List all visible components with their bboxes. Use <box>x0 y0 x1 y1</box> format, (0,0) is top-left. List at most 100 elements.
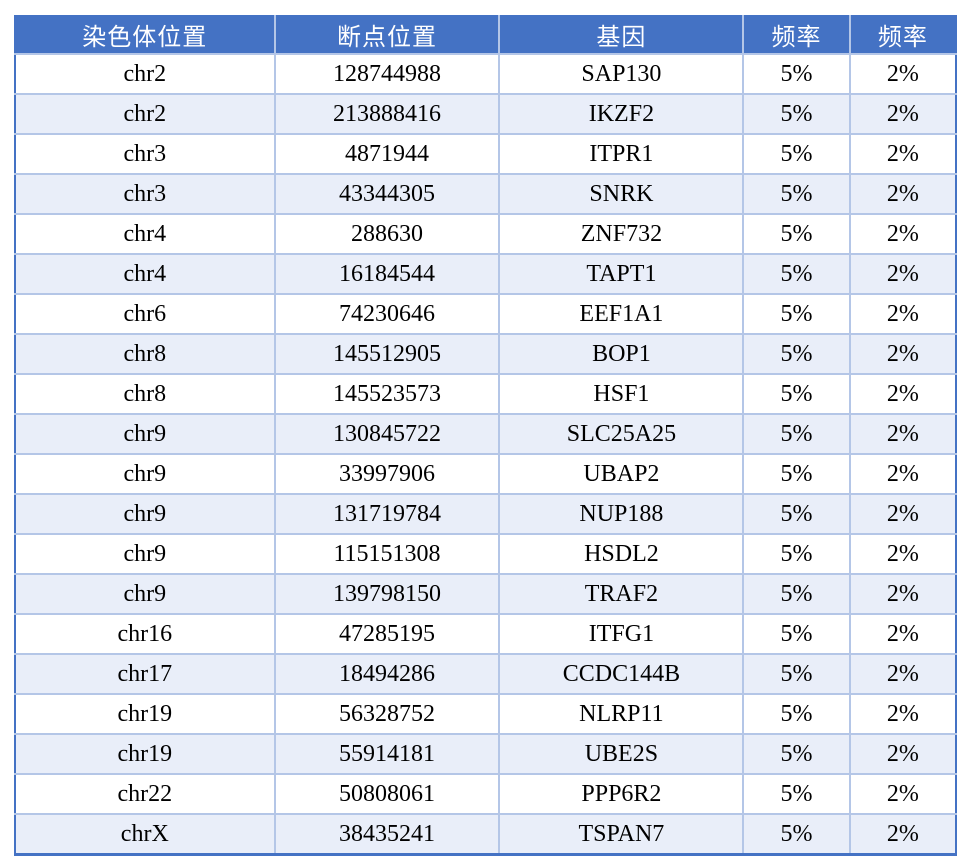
cell-frequency-2: 2% <box>848 213 956 255</box>
cell-breakpoint: 213888416 <box>273 93 501 135</box>
cell-chromosome: chr8 <box>15 333 276 375</box>
cell-frequency-2: 2% <box>848 253 956 295</box>
cell-chromosome: chr4 <box>15 213 276 255</box>
cell-breakpoint: 47285195 <box>273 613 501 655</box>
table-row: chr8 145523573 HSF1 5% 2% <box>15 373 956 415</box>
cell-frequency-2: 2% <box>848 493 956 535</box>
cell-chromosome: chr9 <box>15 453 276 495</box>
cell-frequency-2: 2% <box>848 173 956 215</box>
cell-chromosome: chr9 <box>15 493 276 535</box>
table-row: chr19 55914181 UBE2S 5% 2% <box>15 733 956 775</box>
table-row: chr9 130845722 SLC25A25 5% 2% <box>15 413 956 455</box>
table-row: chr9 139798150 TRAF2 5% 2% <box>15 573 956 615</box>
cell-gene: EEF1A1 <box>498 293 745 335</box>
cell-chromosome: chr2 <box>15 53 276 95</box>
cell-breakpoint: 18494286 <box>273 653 501 695</box>
cell-frequency-1: 5% <box>742 173 851 215</box>
table-row: chr8 145512905 BOP1 5% 2% <box>15 333 956 375</box>
table-row: chr2 128744988 SAP130 5% 2% <box>15 53 956 95</box>
cell-frequency-1: 5% <box>742 813 851 856</box>
table-row: chr4 288630 ZNF732 5% 2% <box>15 213 956 255</box>
cell-frequency-1: 5% <box>742 573 851 615</box>
cell-chromosome: chr16 <box>15 613 276 655</box>
header-frequency-2: 频率 <box>848 15 956 54</box>
cell-gene: TAPT1 <box>498 253 745 295</box>
cell-frequency-2: 2% <box>848 293 956 335</box>
cell-frequency-2: 2% <box>848 573 956 615</box>
cell-frequency-1: 5% <box>742 653 851 695</box>
table-row: chr9 33997906 UBAP2 5% 2% <box>15 453 956 495</box>
cell-chromosome: chr3 <box>15 133 276 175</box>
cell-gene: SNRK <box>498 173 745 215</box>
cell-gene: UBE2S <box>498 733 745 775</box>
cell-breakpoint: 130845722 <box>273 413 501 455</box>
cell-gene: TSPAN7 <box>498 813 745 856</box>
cell-frequency-2: 2% <box>848 133 956 175</box>
header-gene: 基因 <box>498 15 744 54</box>
table-row: chr4 16184544 TAPT1 5% 2% <box>15 253 956 295</box>
cell-frequency-1: 5% <box>742 613 851 655</box>
cell-gene: CCDC144B <box>498 653 745 695</box>
cell-breakpoint: 4871944 <box>273 133 501 175</box>
cell-breakpoint: 16184544 <box>273 253 501 295</box>
header-row: 染色体位置 断点位置 基因 频率 频率 <box>15 15 956 54</box>
cell-breakpoint: 50808061 <box>273 773 501 815</box>
cell-chromosome: chr2 <box>15 93 276 135</box>
cell-gene: BOP1 <box>498 333 745 375</box>
cell-breakpoint: 33997906 <box>273 453 501 495</box>
cell-frequency-2: 2% <box>848 653 956 695</box>
cell-gene: ITPR1 <box>498 133 745 175</box>
table-row: chr6 74230646 EEF1A1 5% 2% <box>15 293 956 335</box>
cell-chromosome: chr8 <box>15 373 276 415</box>
cell-gene: PPP6R2 <box>498 773 745 815</box>
cell-breakpoint: 131719784 <box>273 493 501 535</box>
cell-breakpoint: 55914181 <box>273 733 501 775</box>
cell-frequency-1: 5% <box>742 133 851 175</box>
cell-frequency-2: 2% <box>848 773 956 815</box>
cell-gene: HSF1 <box>498 373 745 415</box>
header-breakpoint: 断点位置 <box>273 15 500 54</box>
cell-frequency-1: 5% <box>742 413 851 455</box>
cell-breakpoint: 145523573 <box>273 373 501 415</box>
cell-frequency-1: 5% <box>742 93 851 135</box>
cell-breakpoint: 56328752 <box>273 693 501 735</box>
cell-chromosome: chr9 <box>15 413 276 455</box>
cell-breakpoint: 38435241 <box>273 813 501 856</box>
cell-frequency-2: 2% <box>848 693 956 735</box>
cell-gene: SAP130 <box>498 53 745 95</box>
cell-gene: SLC25A25 <box>498 413 745 455</box>
cell-frequency-2: 2% <box>848 733 956 775</box>
cell-chromosome: chr17 <box>15 653 276 695</box>
cell-breakpoint: 74230646 <box>273 293 501 335</box>
cell-gene: NUP188 <box>498 493 745 535</box>
gene-breakpoint-table: 染色体位置 断点位置 基因 频率 频率 chr2 128744988 SAP130 5% 2% c… <box>14 15 957 856</box>
cell-frequency-1: 5% <box>742 533 851 575</box>
cell-chromosome: chr9 <box>15 533 276 575</box>
cell-frequency-1: 5% <box>742 53 851 95</box>
table-row: chr17 18494286 CCDC144B 5% 2% <box>15 653 956 695</box>
table-row: chr2 213888416 IKZF2 5% 2% <box>15 93 956 135</box>
header-chromosome: 染色体位置 <box>15 15 275 54</box>
cell-gene: UBAP2 <box>498 453 745 495</box>
cell-frequency-2: 2% <box>848 333 956 375</box>
cell-gene: HSDL2 <box>498 533 745 575</box>
header-frequency-1: 频率 <box>742 15 850 54</box>
table-row: chr16 47285195 ITFG1 5% 2% <box>15 613 956 655</box>
cell-frequency-1: 5% <box>742 373 851 415</box>
cell-frequency-2: 2% <box>848 453 956 495</box>
cell-frequency-1: 5% <box>742 293 851 335</box>
cell-frequency-2: 2% <box>848 53 956 95</box>
cell-breakpoint: 139798150 <box>273 573 501 615</box>
table-row: chr9 115151308 HSDL2 5% 2% <box>15 533 956 575</box>
cell-breakpoint: 115151308 <box>273 533 501 575</box>
cell-chromosome: chr19 <box>15 693 276 735</box>
cell-frequency-1: 5% <box>742 493 851 535</box>
table-row: chrX 38435241 TSPAN7 5% 2% <box>15 813 956 856</box>
table-row: chr9 131719784 NUP188 5% 2% <box>15 493 956 535</box>
cell-breakpoint: 128744988 <box>273 53 501 95</box>
table-row: chr19 56328752 NLRP11 5% 2% <box>15 693 956 735</box>
cell-frequency-1: 5% <box>742 453 851 495</box>
cell-chromosome: chr6 <box>15 293 276 335</box>
table-row: chr22 50808061 PPP6R2 5% 2% <box>15 773 956 815</box>
cell-chromosome: chr3 <box>15 173 276 215</box>
